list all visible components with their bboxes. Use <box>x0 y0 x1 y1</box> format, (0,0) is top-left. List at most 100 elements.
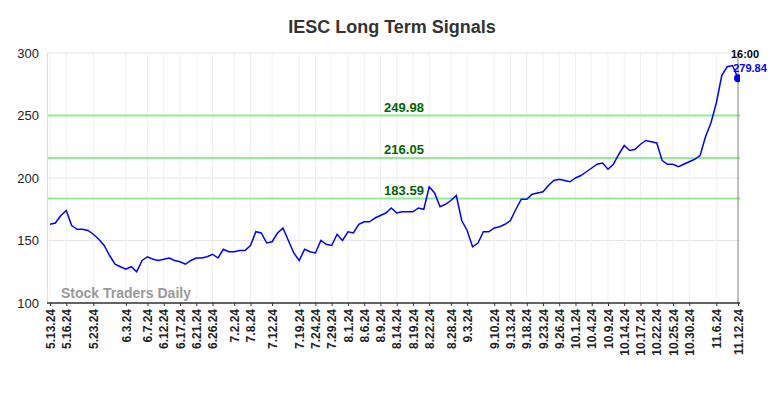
x-tick-mark <box>299 303 300 306</box>
x-tick-mark <box>213 303 214 306</box>
x-tick-label: 6.3.24 <box>120 309 134 343</box>
x-tick-label: 11.12.24 <box>732 309 746 355</box>
x-tick: 8.6.24 <box>358 303 372 342</box>
x-tick: 11.6.24 <box>710 303 724 348</box>
y-axis-line <box>47 54 48 304</box>
x-tick-label: 7.24.24 <box>309 309 323 349</box>
grid-line <box>510 53 511 303</box>
grid-line <box>494 53 495 303</box>
grid-line <box>299 53 300 303</box>
x-tick-label: 8.28.24 <box>445 309 459 349</box>
grid-line <box>380 53 381 303</box>
x-tick: 10.22.24 <box>650 303 664 356</box>
x-axis-line <box>47 302 740 304</box>
y-tick: 150 <box>17 233 39 248</box>
y-tick-label: 100 <box>17 296 39 311</box>
x-tick-label: 10.25.24 <box>667 309 681 356</box>
x-tick: 8.1.24 <box>342 303 356 342</box>
x-tick: 5.23.24 <box>87 303 101 349</box>
grid-line <box>47 115 740 116</box>
y-tick: 250 <box>17 108 39 123</box>
x-tick: 6.21.24 <box>190 303 204 349</box>
x-tick: 6.12.24 <box>157 303 171 349</box>
x-tick-label: 7.19.24 <box>293 309 307 349</box>
x-tick-mark <box>380 303 381 306</box>
grid-line <box>163 53 164 303</box>
grid <box>47 53 740 303</box>
grid-line <box>429 53 430 303</box>
grid-line <box>315 53 316 303</box>
x-tick: 10.4.24 <box>585 303 599 349</box>
x-tick: 8.19.24 <box>407 303 421 349</box>
x-tick-label: 7.12.24 <box>266 309 280 349</box>
x-tick-label: 9.3.24 <box>461 309 475 343</box>
x-tick-mark <box>348 303 349 306</box>
x-tick-mark <box>413 303 414 306</box>
x-tick-label: 8.1.24 <box>342 309 356 343</box>
x-tick: 5.16.24 <box>60 303 74 349</box>
grid-line <box>526 53 527 303</box>
x-tick: 5.13.24 <box>44 303 58 349</box>
x-tick: 6.7.24 <box>141 303 155 342</box>
x-tick-label: 7.2.24 <box>228 309 242 343</box>
x-tick-mark <box>510 303 511 306</box>
x-tick: 9.18.24 <box>520 303 534 349</box>
x-tick: 7.2.24 <box>228 303 242 342</box>
y-tick: 200 <box>17 171 39 186</box>
grid-line <box>47 303 740 304</box>
x-tick-label: 6.26.24 <box>206 309 220 349</box>
x-tick-mark <box>250 303 251 306</box>
x-tick-mark <box>50 303 51 306</box>
x-tick-mark <box>332 303 333 306</box>
level-label: 216.05 <box>384 142 424 157</box>
grid-line <box>272 53 273 303</box>
level-label: 183.59 <box>384 183 424 198</box>
grid-line <box>542 53 543 303</box>
y-tick-label: 200 <box>17 171 39 186</box>
x-tick: 10.9.24 <box>602 303 616 349</box>
x-tick: 10.1.24 <box>569 303 583 349</box>
grid-line <box>716 53 717 303</box>
grid-line <box>250 53 251 303</box>
x-tick-mark <box>559 303 560 306</box>
x-tick: 7.12.24 <box>266 303 280 349</box>
x-tick-mark <box>451 303 452 306</box>
grid-line <box>672 53 673 303</box>
grid-line <box>66 53 67 303</box>
x-tick-mark <box>126 303 127 306</box>
x-tick-mark <box>640 303 641 306</box>
watermark: Stock Traders Daily <box>61 285 191 301</box>
x-tick-mark <box>66 303 67 306</box>
x-tick-label: 5.13.24 <box>44 309 58 349</box>
grid-line <box>47 53 740 54</box>
x-tick-label: 8.14.24 <box>390 309 404 349</box>
grid-line <box>50 53 51 303</box>
time-label: 16:00 <box>731 48 759 60</box>
x-tick-mark <box>467 303 468 306</box>
last-value-label: 279.84 <box>733 62 768 74</box>
x-tick-label: 8.9.24 <box>374 309 388 343</box>
x-tick-label: 6.12.24 <box>157 309 171 349</box>
grid-line <box>234 53 235 303</box>
x-tick: 6.26.24 <box>206 303 220 349</box>
grid-line <box>450 53 451 303</box>
x-tick-mark <box>543 303 544 306</box>
grid-line <box>591 53 592 303</box>
x-tick: 10.25.24 <box>667 303 681 356</box>
x-tick-label: 10.14.24 <box>618 309 632 356</box>
grid-line <box>347 53 348 303</box>
grid-line <box>180 53 181 303</box>
x-tick-label: 9.26.24 <box>553 309 567 349</box>
grid-line <box>331 53 332 303</box>
x-tick-label: 6.21.24 <box>190 309 204 349</box>
x-tick: 8.22.24 <box>423 303 437 349</box>
level-label: 249.98 <box>384 100 424 115</box>
y-tick: 100 <box>17 296 39 311</box>
grid-line <box>640 53 641 303</box>
chart: IESC Long Term SignalsStock Traders Dail… <box>0 0 784 398</box>
x-tick-mark <box>624 303 625 306</box>
x-tick-label: 11.6.24 <box>710 309 724 349</box>
y-tick-label: 250 <box>17 108 39 123</box>
x-tick-label: 9.13.24 <box>504 309 518 349</box>
x-tick: 6.3.24 <box>120 303 134 342</box>
